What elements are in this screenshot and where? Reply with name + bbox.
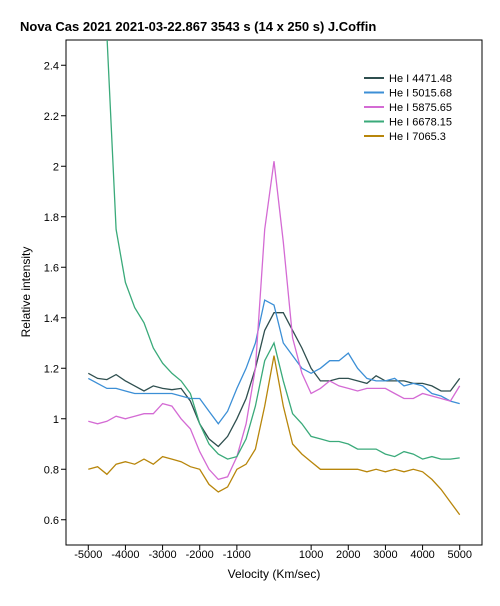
x-axis-label: Velocity (Km/sec) xyxy=(228,567,321,581)
axis-ticks: -5000 -4000 -3000 -2000 -1000 1000 2000 3000 400… xyxy=(44,60,472,561)
x-tick-label: 1000 xyxy=(299,549,323,561)
y-tick-label: 1.6 xyxy=(44,262,59,274)
plot-frame xyxy=(65,39,483,546)
series-line-1 xyxy=(87,312,461,448)
legend-label: He I 6678.15 xyxy=(389,117,452,129)
x-tick-label: -5000 xyxy=(74,549,102,561)
series-layer xyxy=(87,40,461,516)
chart-title: Nova Cas 2021 2021-03-22.867 3543 s (14 … xyxy=(20,19,376,34)
y-tick-label: 1.2 xyxy=(44,363,59,375)
x-tick-label: 3000 xyxy=(373,549,397,561)
y-tick-label: 2.4 xyxy=(44,60,59,72)
y-tick-label: 1.4 xyxy=(44,313,59,325)
legend-label: He I 5015.68 xyxy=(389,88,452,100)
legend-label: He I 7065.3 xyxy=(389,131,446,143)
y-tick-label: 1 xyxy=(53,414,59,426)
series-line-2 xyxy=(87,299,460,425)
legend-label: He I 5875.65 xyxy=(389,102,452,114)
legend: He I 4471.48 He I 5015.68 He I 5875.65 He I… xyxy=(364,73,452,143)
series-line-3 xyxy=(88,161,461,481)
x-tick-label: -3000 xyxy=(149,549,177,561)
y-tick-label: 0.8 xyxy=(44,464,59,476)
x-tick-label: 5000 xyxy=(447,549,471,561)
y-tick-label: 0.6 xyxy=(44,515,59,527)
x-tick-label: 2000 xyxy=(336,549,360,561)
series-line-4 xyxy=(106,40,460,460)
x-tick-label: -4000 xyxy=(111,549,139,561)
y-tick-label: 1.8 xyxy=(44,212,59,224)
y-axis-label: Relative intensity xyxy=(19,247,33,338)
series-line-5 xyxy=(88,355,461,516)
x-tick-label: 4000 xyxy=(410,549,434,561)
legend-label: He I 4471.48 xyxy=(389,73,452,85)
x-tick-label: -1000 xyxy=(223,549,251,561)
y-tick-label: 2 xyxy=(53,161,59,173)
x-tick-label: -2000 xyxy=(186,549,214,561)
y-tick-label: 2.2 xyxy=(44,111,59,123)
